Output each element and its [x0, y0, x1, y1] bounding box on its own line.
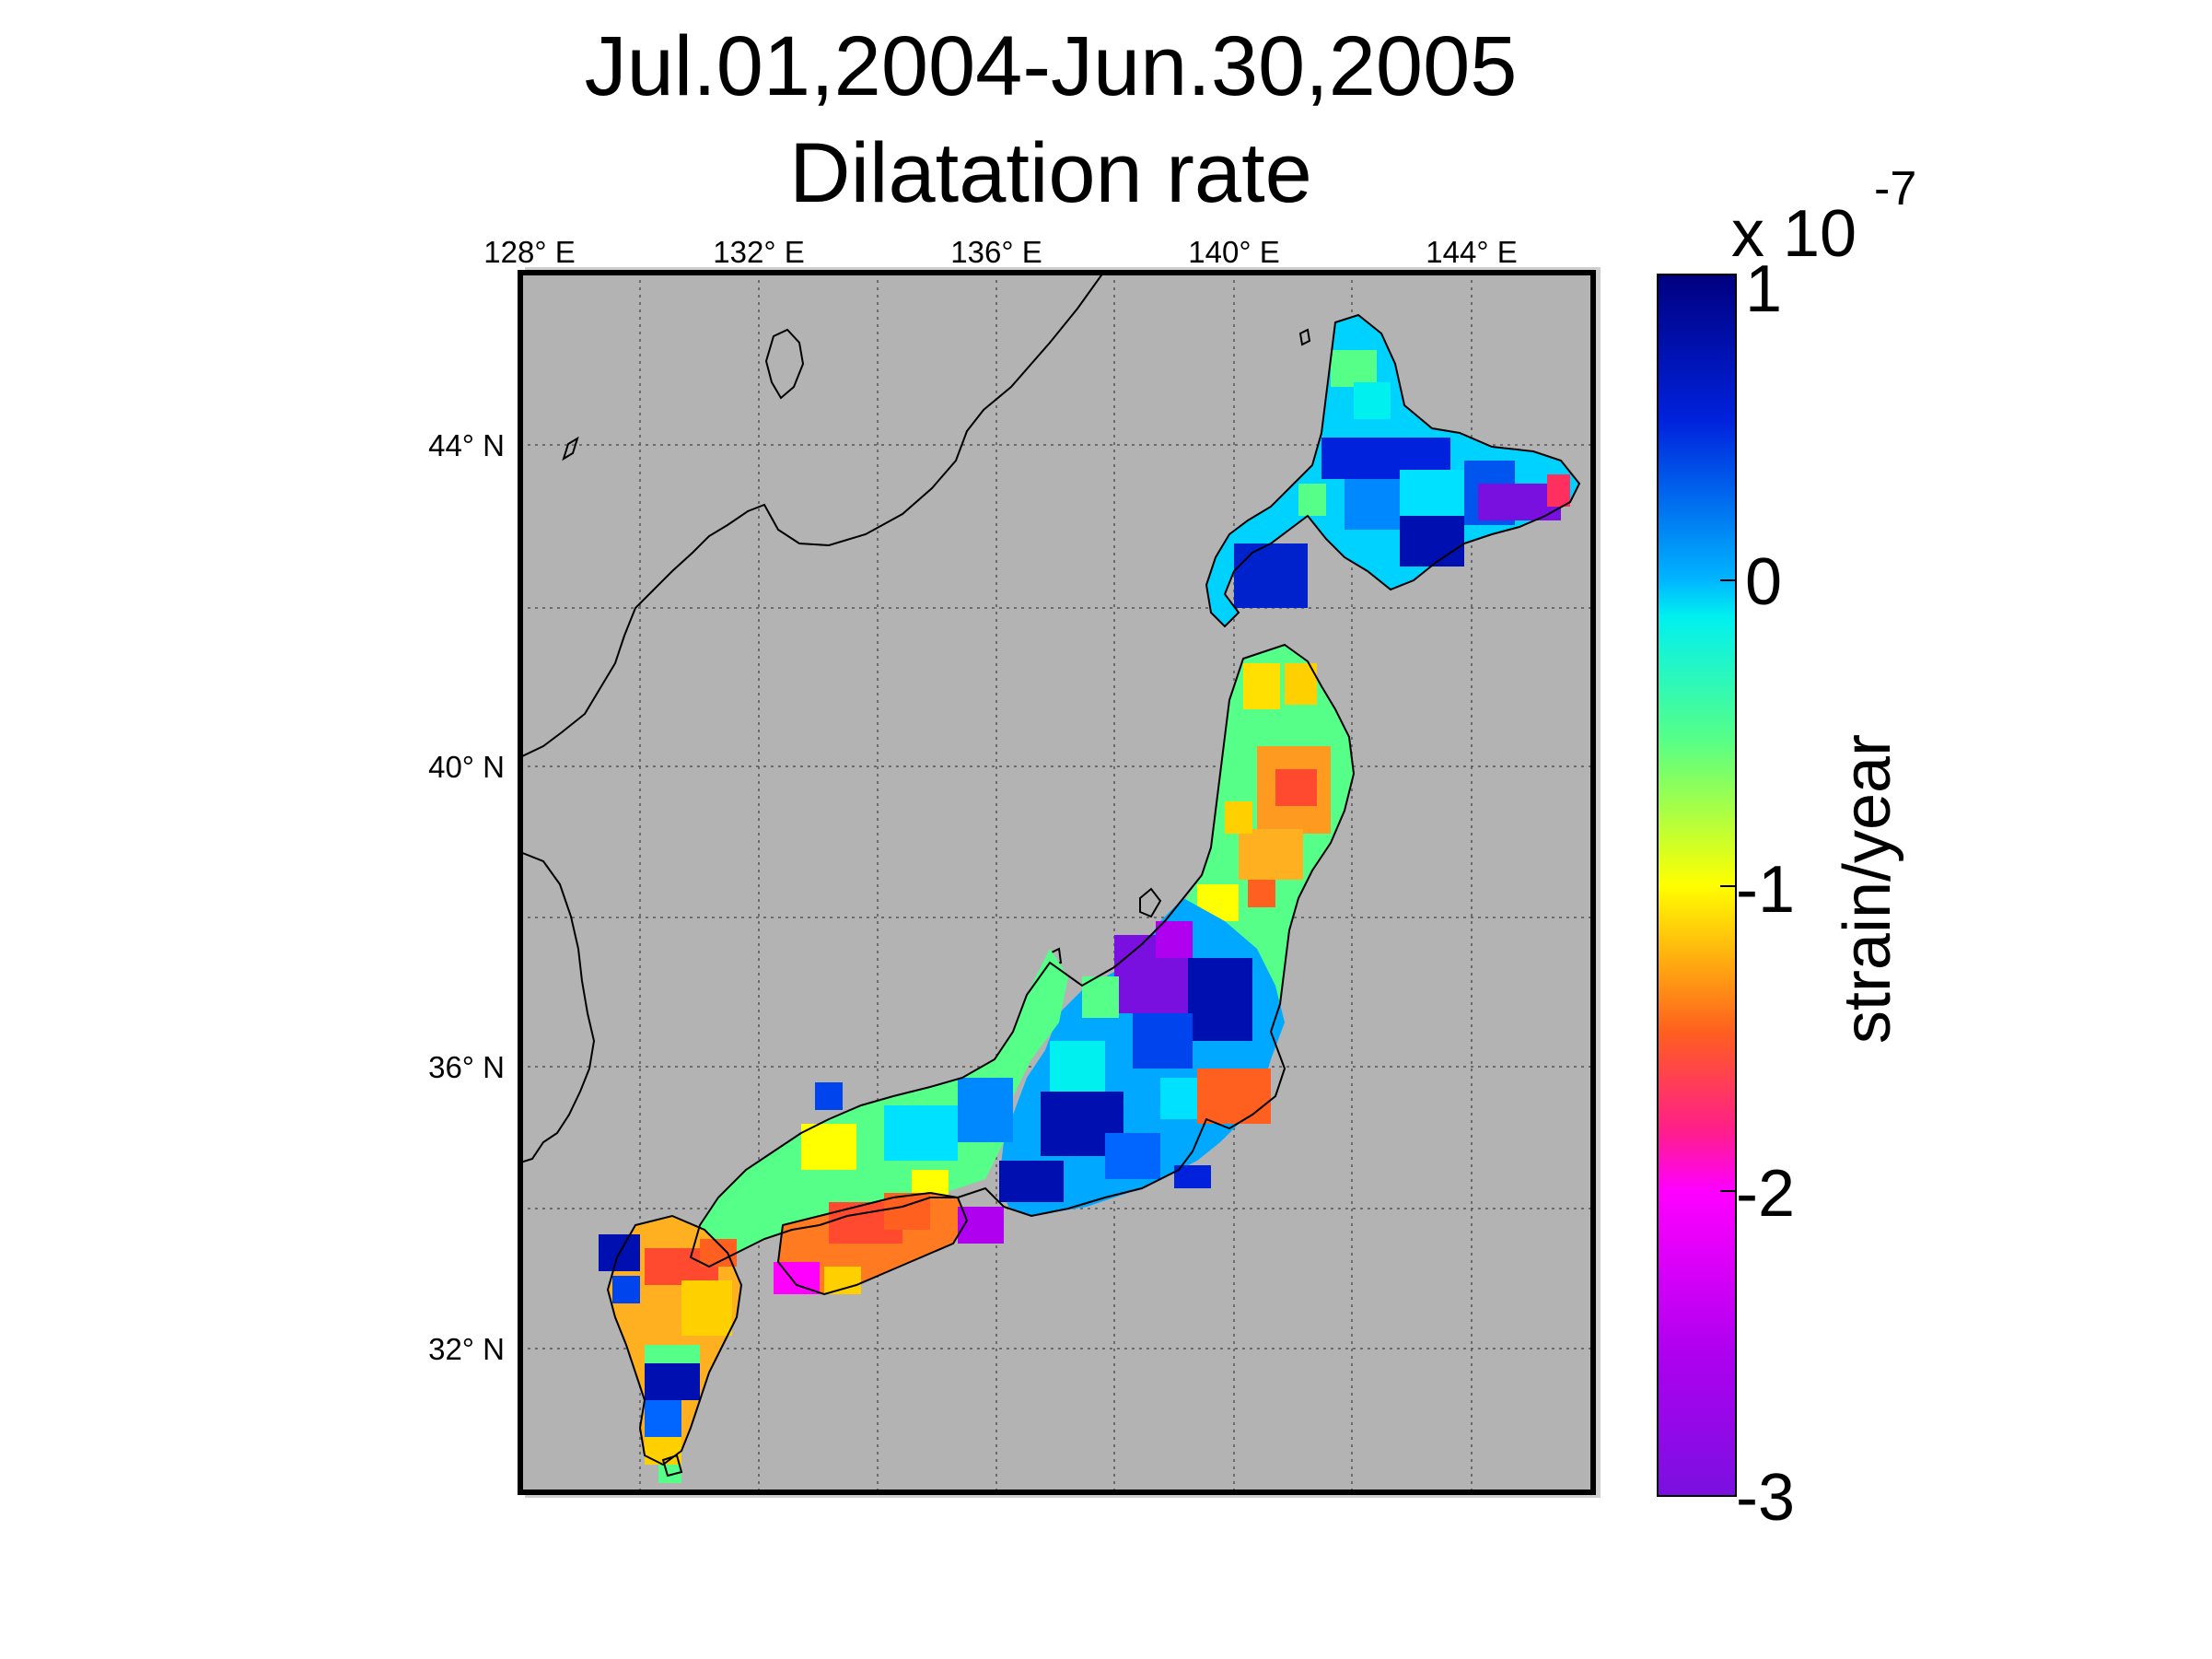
colorbar: x 10 -7 1 0 -1 -2 -3 strain/year [1657, 162, 1916, 1535]
map-title-line-2: Dilatation rate [789, 126, 1312, 220]
lat-tick-label: 40° N [428, 750, 505, 784]
colorbar-tick-label: -3 [1736, 1461, 1795, 1535]
map-frame [518, 270, 1596, 1495]
lon-tick-label: 140° E [1188, 235, 1279, 269]
tanegashima [661, 1454, 683, 1478]
colorbar-scale-exponent: -7 [1874, 162, 1916, 216]
colorbar-tick-label: 0 [1745, 545, 1782, 619]
lon-tick-labels: 128° E 132° E 136° E 140° E 144° E [483, 235, 1517, 269]
colorbar-scale-text: x 10 [1731, 197, 1857, 271]
lat-tick-label: 36° N [428, 1050, 505, 1084]
lat-tick-labels: 44° N 40° N 36° N 32° N [428, 428, 505, 1366]
island-outlines [562, 328, 1311, 967]
colorbar-tick-label: 1 [1745, 252, 1782, 326]
heatmap-land [599, 315, 1579, 1483]
lon-tick-label: 136° E [950, 235, 1042, 269]
lat-tick-label: 44° N [428, 428, 505, 462]
rishiri [1298, 328, 1311, 346]
colorbar-tick-label: -2 [1736, 1157, 1795, 1231]
honshu-west [691, 949, 1068, 1267]
colorbar-tick-label: -1 [1736, 853, 1795, 927]
islet-1 [562, 436, 579, 461]
map-title-line-1: Jul.01,2004-Jun.30,2005 [584, 19, 1518, 113]
lon-tick-label: 144° E [1426, 235, 1517, 269]
lat-tick-label: 32° N [428, 1332, 505, 1366]
colorbar-label: strain/year [1831, 734, 1904, 1044]
sado [1139, 887, 1162, 918]
lon-tick-label: 132° E [713, 235, 804, 269]
sakhalin-tip [764, 328, 805, 400]
lon-tick-label: 128° E [483, 235, 575, 269]
continent-coastline [520, 273, 1104, 1163]
japan-coastline [606, 313, 1581, 1478]
